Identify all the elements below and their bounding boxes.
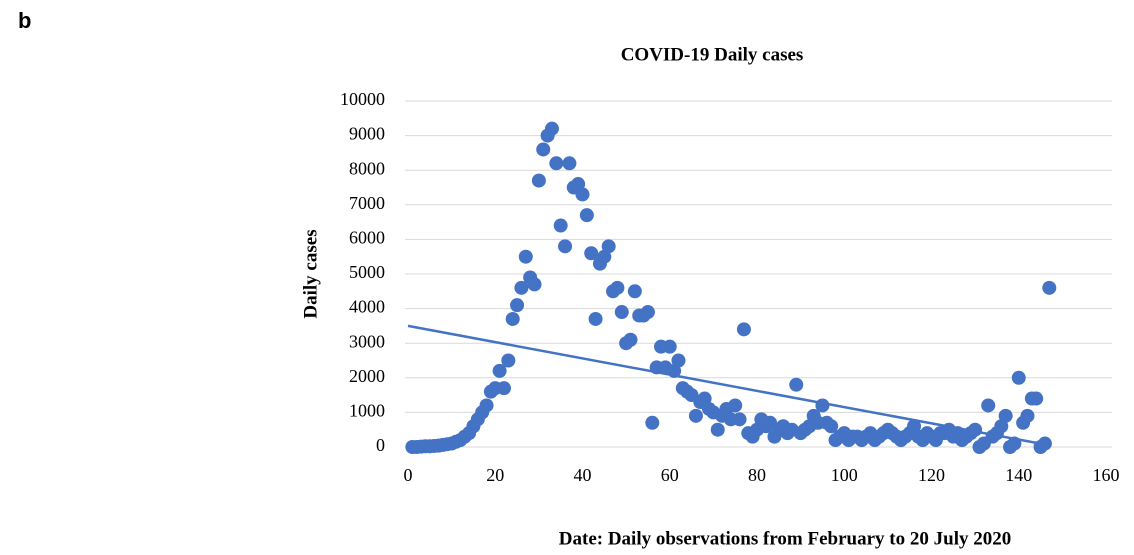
point (998, 408, 1013, 423)
point (728, 398, 743, 413)
point (627, 284, 642, 299)
point (736, 322, 751, 337)
point (544, 121, 559, 136)
x-tick-label: 20 (486, 465, 504, 485)
point (514, 280, 529, 295)
point (1011, 370, 1026, 385)
y-tick-label: 8000 (349, 158, 385, 178)
point (518, 249, 533, 264)
point (688, 408, 703, 423)
y-axis-label: Daily cases (300, 229, 321, 318)
x-tick-label: 100 (831, 465, 858, 485)
point (501, 353, 516, 368)
panel-label: b (18, 8, 31, 33)
point (1042, 280, 1057, 295)
y-tick-label: 2000 (349, 366, 385, 386)
point (732, 412, 747, 427)
y-tick-label: 5000 (349, 262, 385, 282)
y-tick-label: 10000 (340, 89, 385, 109)
point (789, 377, 804, 392)
point (584, 246, 599, 261)
point (1029, 391, 1044, 406)
point (575, 187, 590, 202)
trendline (407, 324, 1050, 447)
point (510, 298, 525, 313)
point (614, 305, 629, 320)
x-tick-label: 160 (1093, 465, 1120, 485)
point (610, 280, 625, 295)
point (623, 332, 638, 347)
y-tick-label: 1000 (349, 401, 385, 421)
point (981, 398, 996, 413)
point (640, 305, 655, 320)
x-tick-label: 80 (748, 465, 766, 485)
y-tick-label: 7000 (349, 193, 385, 213)
x-tick-label: 120 (918, 465, 945, 485)
point (562, 156, 577, 171)
point (553, 218, 568, 233)
x-tick-label: 40 (574, 465, 592, 485)
point (505, 311, 520, 326)
x-tick-label: 60 (661, 465, 679, 485)
point (1020, 408, 1035, 423)
y-tick-label: 9000 (349, 124, 385, 144)
point (479, 398, 494, 413)
point (671, 353, 686, 368)
point (558, 239, 573, 254)
y-tick-label: 4000 (349, 297, 385, 317)
point (527, 277, 542, 292)
point (588, 311, 603, 326)
point (601, 239, 616, 254)
chart-title: COVID-19 Daily cases (621, 44, 804, 65)
point (531, 173, 546, 188)
point (645, 415, 660, 430)
point (824, 419, 839, 434)
point (496, 381, 511, 396)
y-tick-label: 6000 (349, 228, 385, 248)
point (710, 422, 725, 437)
point (492, 363, 507, 378)
point (662, 339, 677, 354)
x-axis-label: Date: Daily observations from February t… (559, 528, 1011, 549)
y-tick-label: 3000 (349, 331, 385, 351)
point (579, 208, 594, 223)
point (536, 142, 551, 157)
y-tick-label: 0 (376, 435, 385, 455)
point (815, 398, 830, 413)
x-tick-label: 0 (404, 465, 413, 485)
x-tick-label: 140 (1005, 465, 1032, 485)
point (549, 156, 564, 171)
